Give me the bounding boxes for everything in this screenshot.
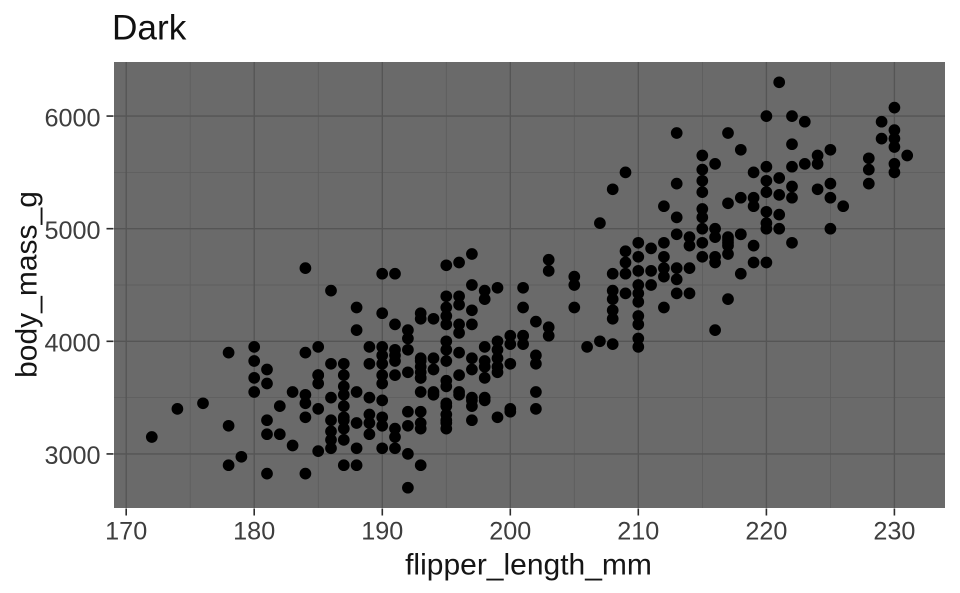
svg-text:210: 210: [617, 518, 659, 546]
svg-text:Dark: Dark: [112, 9, 187, 48]
svg-text:200: 200: [489, 518, 531, 546]
svg-text:4000: 4000: [44, 330, 100, 358]
svg-text:180: 180: [233, 518, 275, 546]
svg-text:5000: 5000: [44, 217, 100, 245]
svg-text:190: 190: [361, 518, 403, 546]
svg-text:170: 170: [105, 518, 147, 546]
svg-text:230: 230: [873, 518, 915, 546]
svg-text:220: 220: [745, 518, 787, 546]
svg-text:body_mass_g: body_mass_g: [11, 191, 44, 378]
svg-text:flipper_length_mm: flipper_length_mm: [405, 549, 652, 582]
svg-text:3000: 3000: [44, 442, 100, 470]
svg-text:6000: 6000: [44, 104, 100, 132]
